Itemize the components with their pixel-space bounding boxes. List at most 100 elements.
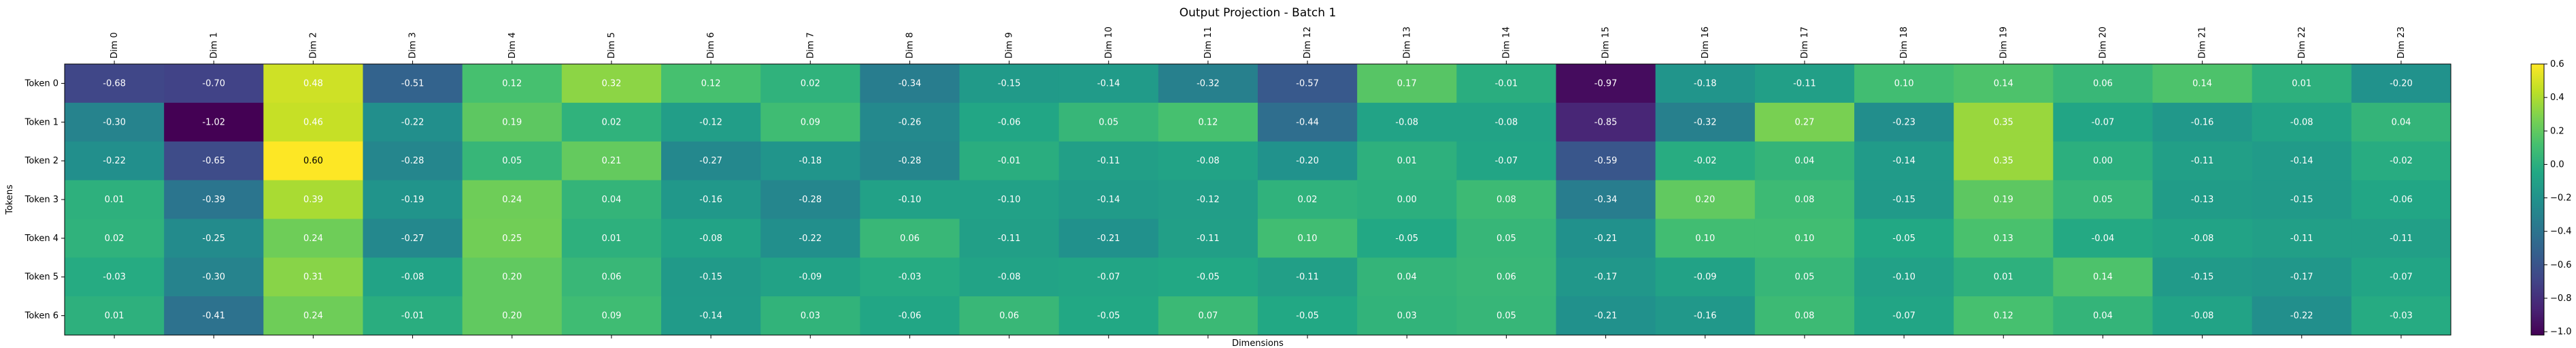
heatmap-cell: [65, 102, 165, 142]
heatmap-cell: [661, 102, 761, 142]
cell-value-label: -0.08: [699, 234, 722, 244]
heatmap-cell: [65, 180, 165, 219]
heatmap-cell: [1456, 296, 1556, 336]
cell-value-label: 0.24: [303, 234, 323, 244]
cell-value-label: -0.26: [899, 117, 922, 127]
cell-value-label: -0.28: [401, 156, 424, 166]
heatmap-cell: [959, 180, 1060, 219]
heatmap-cell: [1456, 219, 1556, 258]
cell-value-label: -0.03: [2390, 311, 2413, 321]
cell-value-label: 0.14: [2192, 78, 2212, 89]
x-tick-label: Dim 0: [110, 32, 120, 59]
cell-value-label: 0.60: [303, 156, 323, 166]
heatmap-cell: [2252, 296, 2352, 336]
cell-value-label: 0.10: [1298, 234, 1318, 244]
heatmap-cell: [959, 64, 1060, 104]
heatmap-cell: [2351, 257, 2452, 297]
heatmap-cell: [1258, 180, 1358, 219]
heatmap-cell: [1357, 257, 1457, 297]
x-tick-label: Dim 3: [408, 32, 418, 59]
cell-value-label: 0.06: [999, 311, 1019, 321]
cell-value-label: -0.01: [1495, 78, 1518, 89]
cell-value-label: -0.11: [1296, 272, 1319, 283]
x-tick-label: Dim 10: [1104, 27, 1114, 59]
heatmap-cell: [1954, 296, 2054, 336]
heatmap-cell: [1158, 141, 1258, 181]
y-tick-label: Token 6: [24, 311, 58, 321]
x-tick-label: Dim 18: [1899, 27, 1909, 59]
heatmap-cell: [2351, 180, 2452, 219]
heatmap-cell: [65, 296, 165, 336]
cell-value-label: -0.05: [1892, 234, 1916, 244]
cell-value-label: -0.17: [2290, 272, 2313, 283]
cell-value-label: -0.34: [1594, 195, 1618, 205]
cell-value-label: -0.65: [202, 156, 225, 166]
x-tick-label: Dim 22: [2297, 27, 2307, 59]
cell-value-label: -0.10: [998, 195, 1021, 205]
cell-value-label: -0.27: [401, 234, 424, 244]
heatmap-cell: [1158, 180, 1258, 219]
heatmap-cell: [363, 102, 463, 142]
colorbar-tick-label: 0.2: [2550, 126, 2564, 136]
heatmap-cell: [1258, 64, 1358, 104]
heatmap-cell: [2053, 102, 2153, 142]
heatmap-cell: [1954, 257, 2054, 297]
heatmap-cell: [1357, 141, 1457, 181]
heatmap-cell: [561, 180, 662, 219]
cell-value-label: -0.32: [1694, 117, 1717, 127]
cell-value-label: -0.16: [2191, 117, 2214, 127]
cell-value-label: 0.04: [1794, 156, 1814, 166]
heatmap-cell: [661, 64, 761, 104]
heatmap-cell: [760, 102, 860, 142]
cell-value-label: 0.01: [2292, 78, 2311, 89]
heatmap-cell: [760, 64, 860, 104]
cell-value-label: -0.08: [2191, 311, 2214, 321]
heatmap-cell: [661, 141, 761, 181]
cell-value-label: 0.07: [1198, 311, 1218, 321]
heatmap-cell: [2053, 257, 2153, 297]
cell-value-label: 0.31: [303, 272, 323, 283]
heatmap-cell: [1854, 102, 1954, 142]
cell-value-label: -0.11: [2390, 234, 2413, 244]
heatmap-cell: [1556, 257, 1656, 297]
y-tick-label: Token 1: [24, 117, 58, 127]
heatmap-cell: [1954, 64, 2054, 104]
heatmap-cell: [561, 219, 662, 258]
heatmap-cell: [1258, 219, 1358, 258]
cell-value-label: 0.24: [502, 195, 522, 205]
cell-value-label: 0.48: [303, 78, 323, 89]
cell-value-label: -0.20: [2390, 78, 2413, 89]
heatmap-cell: [2152, 141, 2253, 181]
heatmap-cell: [1357, 296, 1457, 336]
x-tick-label: Dim 2: [308, 32, 318, 59]
cell-value-label: -0.30: [103, 117, 126, 127]
cell-value-label: -0.03: [899, 272, 922, 283]
cell-value-label: -0.06: [899, 311, 922, 321]
colorbar-tick-label: −1.0: [2550, 327, 2572, 337]
cell-value-label: -0.09: [1694, 272, 1717, 283]
cell-value-label: -0.21: [1097, 234, 1120, 244]
heatmap-cell: [860, 219, 960, 258]
cell-value-label: -0.08: [1495, 117, 1518, 127]
cell-value-label: 0.19: [502, 117, 522, 127]
cell-value-label: 0.01: [1994, 272, 2013, 283]
x-tick-label: Dim 6: [706, 32, 716, 59]
cell-value-label: -0.01: [998, 156, 1021, 166]
cell-value-label: 0.04: [2093, 311, 2113, 321]
cell-value-label: 0.35: [1994, 156, 2013, 166]
heatmap-cell: [363, 180, 463, 219]
heatmap-cell: [1854, 257, 1954, 297]
heatmap-cell: [2152, 219, 2253, 258]
heatmap-cell: [1854, 296, 1954, 336]
cell-value-label: -0.59: [1594, 156, 1618, 166]
heatmap-cell: [462, 180, 563, 219]
cell-value-label: 0.10: [1695, 234, 1715, 244]
cell-value-label: -0.12: [699, 117, 722, 127]
heatmap-cell: [164, 64, 264, 104]
cell-value-label: -0.05: [1197, 272, 1220, 283]
heatmap-cell: [1556, 219, 1656, 258]
cell-value-label: -0.14: [2290, 156, 2313, 166]
heatmap-cell: [2152, 64, 2253, 104]
heatmap-cell: [2351, 296, 2452, 336]
